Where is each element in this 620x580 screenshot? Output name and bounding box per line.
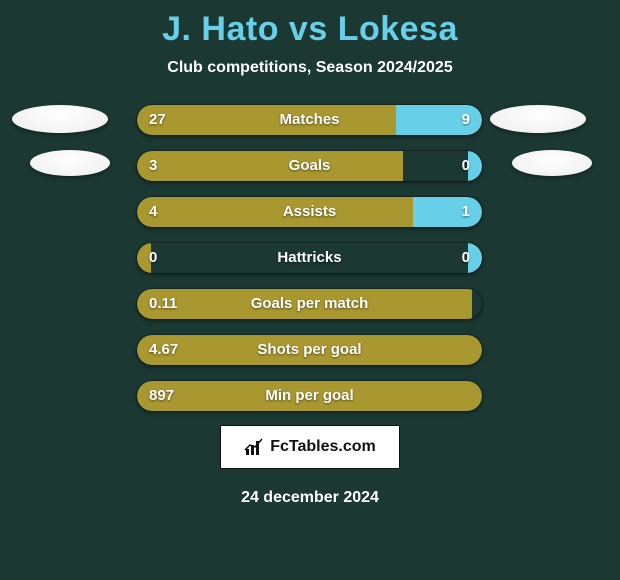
stat-label: Min per goal — [137, 381, 482, 411]
stat-row: 30Goals — [137, 151, 482, 181]
stat-row: 41Assists — [137, 197, 482, 227]
stat-row: 279Matches — [137, 105, 482, 135]
comparison-chart: 279Matches 30Goals 41Assists 00Hattricks 0.1… — [0, 105, 620, 415]
avatar-oval — [512, 150, 592, 176]
stat-label: Hattricks — [137, 243, 482, 273]
stat-label: Goals per match — [137, 289, 482, 319]
chart-icon — [244, 437, 264, 457]
stat-label: Shots per goal — [137, 335, 482, 365]
page-title: J. Hato vs Lokesa — [0, 0, 620, 49]
stat-row: 0.11Goals per match — [137, 289, 482, 319]
avatar-oval — [12, 105, 108, 133]
avatar-oval — [30, 150, 110, 176]
comparison-rows: 279Matches 30Goals 41Assists 00Hattricks 0.1… — [137, 105, 482, 427]
stat-label: Matches — [137, 105, 482, 135]
stat-row: 897Min per goal — [137, 381, 482, 411]
source-badge: FcTables.com — [220, 425, 400, 469]
avatar-oval — [490, 105, 586, 133]
stat-label: Goals — [137, 151, 482, 181]
date-text: 24 december 2024 — [0, 489, 620, 507]
page-subtitle: Club competitions, Season 2024/2025 — [0, 59, 620, 77]
stat-row: 4.67Shots per goal — [137, 335, 482, 365]
stat-row: 00Hattricks — [137, 243, 482, 273]
badge-text: FcTables.com — [270, 438, 376, 456]
stat-label: Assists — [137, 197, 482, 227]
